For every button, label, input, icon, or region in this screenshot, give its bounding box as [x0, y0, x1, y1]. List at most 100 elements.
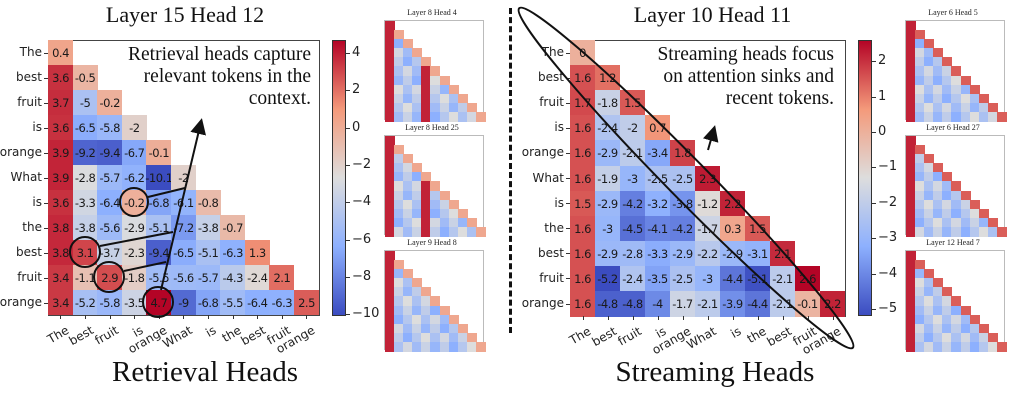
thumbnail-cell [915, 57, 926, 68]
thumbnail-cell [915, 145, 926, 156]
right-heatmap-title: Layer 10 Head 11 [633, 2, 792, 27]
thumbnail-cell [457, 217, 468, 228]
thumbnail-cell [960, 305, 971, 316]
thumbnail-cell [457, 102, 468, 113]
thumbnail-cell [457, 332, 468, 343]
heatmap-cell: 1.6 [570, 265, 595, 292]
heatmap-cell: -3.2 [645, 190, 670, 217]
thumbnail-cell [951, 75, 962, 86]
thumbnail-cell [924, 314, 935, 325]
thumbnail-cell [421, 323, 432, 334]
thumbnail-cell [942, 332, 953, 343]
heatmap-cell: -4.4 [720, 265, 745, 292]
thumbnail-cell [448, 323, 459, 334]
thumbnail-cell [394, 163, 405, 174]
thumbnail-cell [421, 181, 432, 192]
thumbnail-cell [403, 269, 414, 280]
heatmap-cell: -1.7 [670, 291, 695, 317]
heatmap-cell: 1.6 [570, 215, 595, 242]
heatmap-cell: -2.5 [670, 165, 695, 192]
y-tick-label: orange [0, 295, 42, 309]
thumbnail-cell [394, 102, 405, 113]
thumbnail-cell [421, 217, 432, 228]
thumbnail-cell [915, 269, 926, 280]
thumbnail-cell [457, 208, 468, 219]
thumbnail-cell [915, 208, 926, 219]
thumbnail-cell [412, 84, 423, 95]
thumbnail-cell [915, 172, 926, 183]
thumbnail-cell [430, 190, 441, 201]
y-tick-label: best [538, 245, 564, 260]
thumbnail-cell [421, 305, 432, 316]
thumbnail-cell [906, 163, 916, 174]
thumbnail-cell [906, 305, 916, 316]
thumbnail-cell [951, 332, 962, 343]
colorbar-tick-label: −4 [878, 265, 898, 281]
thumbnail-cell [412, 111, 423, 122]
heatmap-cell: 1.2 [595, 65, 620, 92]
thumbnail-cell [430, 314, 441, 325]
thumbnail-cell [906, 199, 916, 210]
heatmap-cell: -3.9 [720, 291, 745, 317]
y-tick-mark [566, 303, 570, 305]
heatmap-cell: -4.8 [595, 291, 620, 317]
heatmap-cell: -3.3 [72, 190, 98, 215]
thumbnail-title: Layer 8 Head 4 [407, 8, 457, 17]
thumbnail-cell [403, 278, 414, 289]
colorbar-gradient [332, 40, 346, 316]
thumbnail-cell [906, 226, 916, 237]
thumbnail-cell [385, 269, 395, 280]
thumbnail-cell [457, 111, 468, 122]
heatmap-cell: 3.6 [48, 115, 73, 140]
heatmap-cell: -2.9 [595, 190, 620, 217]
thumbnail-cell [969, 199, 980, 210]
heatmap-cell: -2.1 [770, 265, 795, 292]
thumbnail-cell [906, 93, 916, 104]
thumbnail-cell [915, 305, 926, 316]
heatmap-cell: -2.2 [695, 240, 720, 267]
thumbnail-cell [915, 102, 926, 113]
thumbnail-cell [403, 305, 414, 316]
thumbnail-cell [924, 269, 935, 280]
thumbnail-cell [915, 260, 926, 271]
heatmap-cell: -4.1 [645, 215, 670, 242]
thumbnail-cell [987, 217, 998, 228]
thumbnail-cell [421, 102, 432, 113]
y-tick-label: orange [0, 145, 42, 159]
thumbnail-cell [951, 323, 962, 334]
thumbnail-title: Layer 9 Head 8 [407, 238, 457, 247]
thumbnail-cell [412, 217, 423, 228]
thumbnail-cell [430, 102, 441, 113]
thumbnail-cell [403, 84, 414, 95]
thumbnail-cell [466, 217, 477, 228]
thumbnail-cell [385, 314, 395, 325]
thumbnail-cell [403, 66, 414, 77]
thumbnail-cell [924, 199, 935, 210]
thumbnail-cell [430, 93, 441, 104]
thumbnail-cell [412, 296, 423, 307]
thumbnail-cell [960, 226, 971, 237]
colorbar-tick-label: −5 [878, 300, 898, 316]
thumbnail-cell [924, 84, 935, 95]
thumbnail-cell [915, 278, 926, 289]
thumbnail-cell [448, 226, 459, 237]
thumbnail-cell [439, 93, 450, 104]
heatmap-cell: -9 [171, 290, 196, 315]
thumbnail-cell [394, 39, 405, 50]
thumbnail-cell [412, 102, 423, 113]
thumbnail-cell [385, 163, 395, 174]
thumbnail-cell [439, 217, 450, 228]
thumbnail-cell [448, 332, 459, 343]
x-tick-mark [732, 316, 734, 321]
heatmap-cell: -3 [695, 265, 720, 292]
colorbar-tick-mark [346, 90, 350, 92]
colorbar-tick-mark [346, 239, 350, 241]
heatmap-cell: -6.5 [171, 240, 196, 265]
colorbar-tick-mark [346, 53, 350, 55]
thumbnail-cell [385, 332, 395, 343]
thumbnail-cell [421, 314, 432, 325]
thumbnail-cell [385, 75, 395, 86]
thumbnail-cell [933, 57, 944, 68]
thumbnail-title: Layer 12 Head 7 [926, 238, 980, 247]
heatmap-cell: -6.4 [97, 190, 123, 215]
